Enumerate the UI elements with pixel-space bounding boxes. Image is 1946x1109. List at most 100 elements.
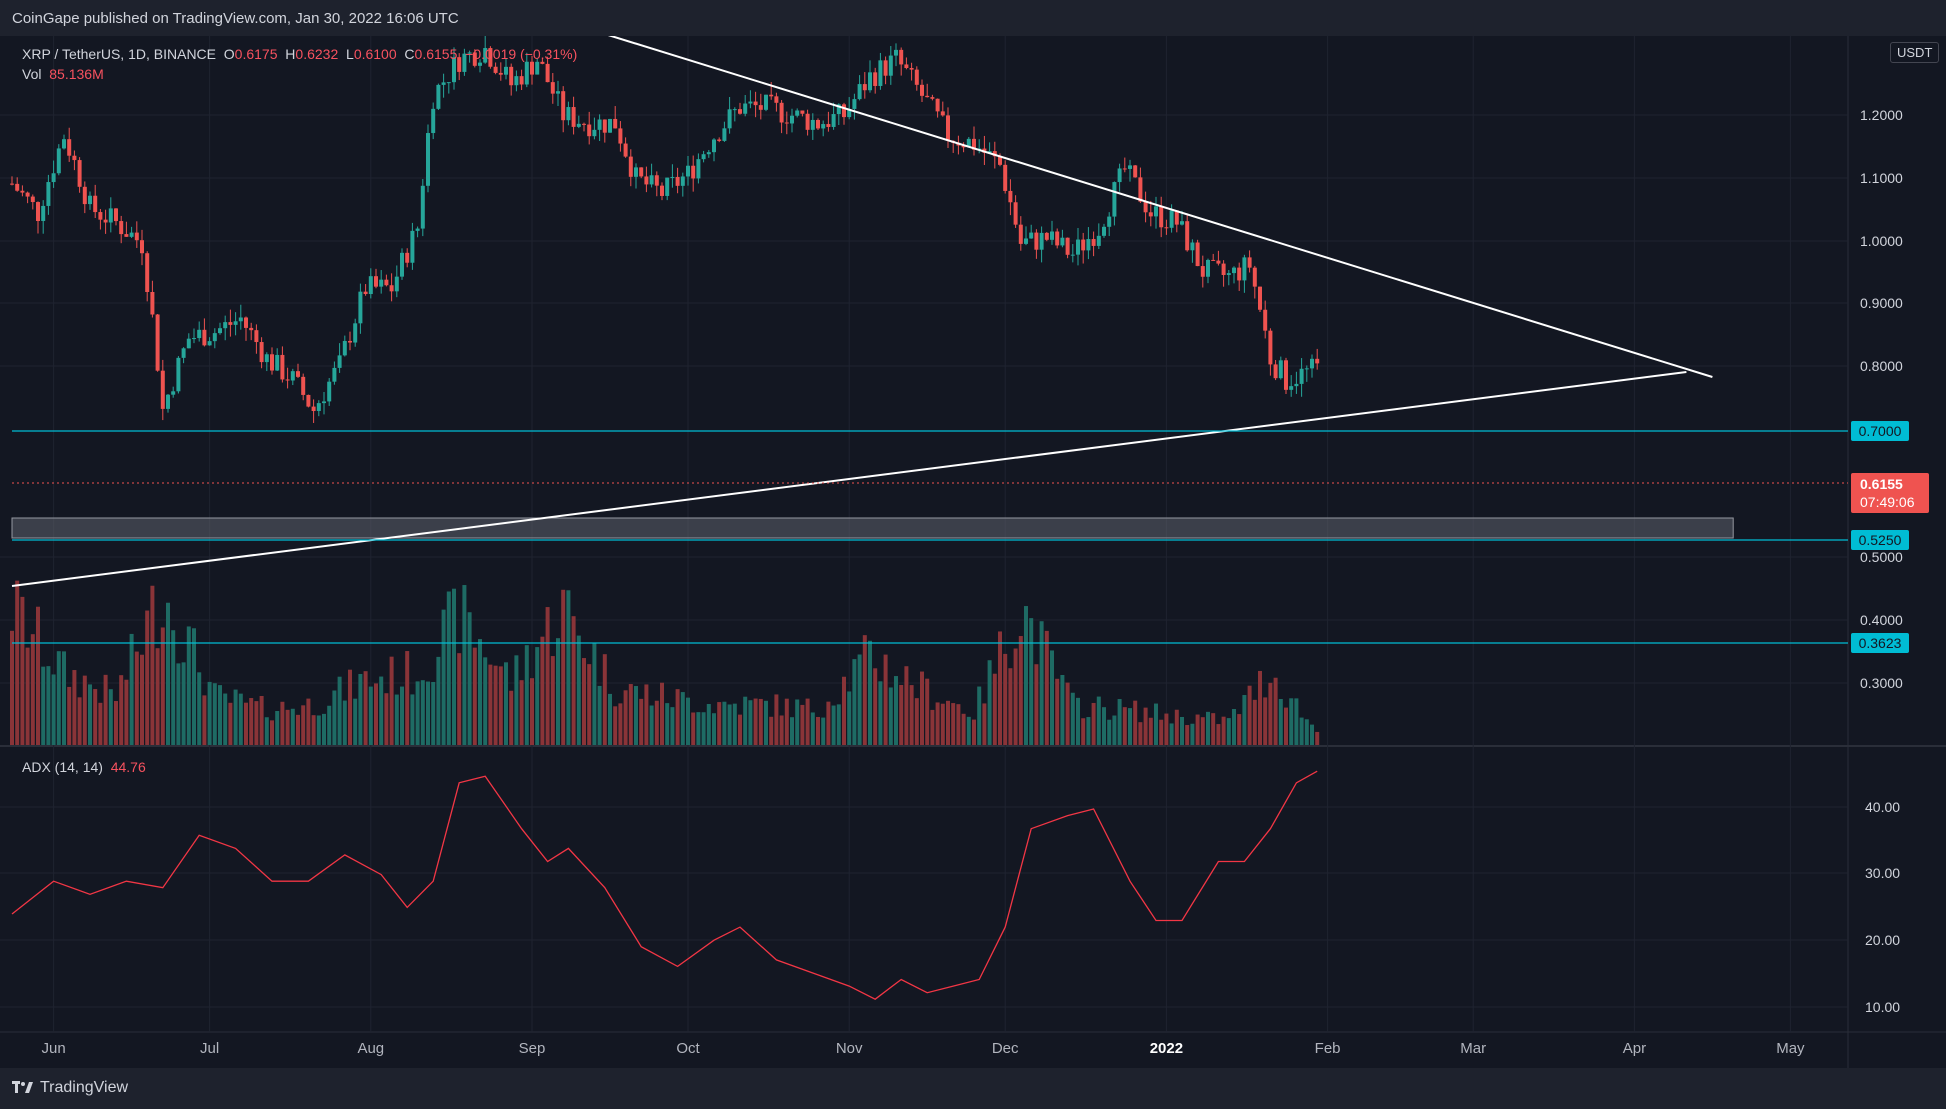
volume-bar	[1128, 708, 1132, 745]
candle-body	[920, 84, 924, 96]
candle-body	[1195, 242, 1200, 267]
volume-bar	[623, 690, 628, 745]
change-value: −0.0019 (−0.31%)	[465, 46, 578, 62]
volume-bar	[77, 697, 82, 745]
candle-body	[160, 370, 165, 409]
volume-bar	[935, 702, 940, 745]
volume-bar	[639, 698, 644, 745]
volume-bar	[1148, 717, 1153, 745]
volume-bar	[873, 668, 878, 745]
candle-body	[966, 138, 971, 148]
currency-unit-button[interactable]: USDT	[1890, 42, 1940, 63]
volume-bar	[1039, 621, 1044, 745]
last-price-text: 0.6155	[1860, 476, 1903, 492]
volume-bar	[270, 720, 274, 745]
vol-value: 85.136M	[49, 66, 104, 82]
candle-body	[925, 95, 930, 98]
candle-body	[691, 165, 696, 179]
volume-bar	[197, 672, 202, 745]
volume-bar	[691, 712, 696, 745]
candle-body	[134, 232, 139, 241]
candle-body	[1086, 239, 1091, 251]
x-tick-label: Feb	[1315, 1040, 1341, 1057]
adx-tick-label: 20.00	[1865, 932, 1900, 948]
candle-body	[722, 128, 727, 141]
candle-body	[576, 123, 581, 127]
candle-body	[680, 176, 685, 186]
volume-bar	[795, 699, 800, 745]
trend-lines	[11, 36, 1713, 587]
volume-bar	[1258, 670, 1262, 745]
candle-body	[618, 128, 623, 144]
candle-body	[665, 177, 670, 196]
candle-body	[566, 107, 571, 121]
candle-body	[88, 195, 92, 205]
volume-bar	[977, 686, 982, 745]
volume-bar	[712, 713, 716, 745]
candle-body	[441, 82, 446, 85]
candle-body	[389, 285, 394, 292]
candle-body	[306, 394, 311, 407]
volume-bar	[998, 631, 1002, 745]
volume-bar	[987, 660, 992, 745]
candle-body	[462, 53, 467, 72]
volume-bar	[488, 664, 493, 745]
volume-bar	[1138, 722, 1143, 745]
candle-body	[842, 104, 846, 118]
candle-body	[1102, 226, 1106, 236]
volume-bar	[1195, 714, 1200, 745]
volume-bar	[842, 676, 846, 745]
volume-bar	[129, 633, 134, 745]
candle-body	[77, 160, 82, 187]
candle-body	[30, 196, 35, 203]
volume-bar	[545, 607, 550, 745]
volume-bar	[909, 685, 914, 745]
volume-bar	[10, 630, 14, 745]
volume-bar	[826, 701, 831, 745]
volume-bar	[920, 671, 924, 745]
volume-bar	[119, 675, 124, 745]
candle-body	[727, 109, 732, 129]
candle-body	[1018, 224, 1023, 244]
candle-body	[41, 205, 46, 222]
volume-bar	[51, 674, 56, 745]
volume-bar	[769, 716, 774, 745]
volume-bar	[327, 705, 332, 745]
candle-body	[290, 371, 295, 381]
volume-bar	[400, 686, 404, 745]
candle-body	[1237, 267, 1242, 281]
volume-bar	[738, 714, 742, 745]
candle-body	[249, 327, 254, 331]
candle-body	[597, 119, 602, 130]
volume-bar	[852, 659, 857, 745]
volume-bar	[1289, 698, 1294, 745]
volume-bar	[20, 596, 25, 745]
volume-bar	[925, 678, 930, 745]
volume-bar	[363, 671, 368, 745]
candle-body	[535, 61, 540, 75]
candle-body	[1268, 330, 1273, 365]
y-tick-label: 1.0000	[1860, 233, 1903, 249]
candle-body	[353, 323, 358, 343]
volume-bar	[592, 642, 597, 745]
candle-body	[394, 276, 399, 292]
candle-body	[582, 123, 586, 125]
candle-body	[327, 381, 332, 402]
candle-body	[738, 109, 742, 114]
adx-legend: ADX (14, 14) 44.76	[22, 759, 146, 775]
volume-bar	[509, 690, 514, 745]
volume-bar	[576, 635, 581, 745]
chart-canvas[interactable]: 0.7000 0.5250 0.3623 0.6155 07:49:06 Jun Jul A…	[0, 36, 1946, 1068]
volume-bar	[1247, 685, 1252, 745]
volume-bar	[353, 698, 358, 745]
volume-bar	[1206, 711, 1210, 745]
volume-bar	[602, 654, 607, 745]
x-tick-label: Jun	[42, 1040, 66, 1057]
candle-body	[98, 212, 103, 220]
countdown-text: 07:49:06	[1860, 494, 1915, 510]
volume-bar	[800, 704, 805, 745]
candle-body	[992, 151, 997, 157]
volume-bar	[618, 703, 623, 745]
volume-bar	[155, 648, 160, 745]
x-tick-label: May	[1776, 1040, 1805, 1057]
